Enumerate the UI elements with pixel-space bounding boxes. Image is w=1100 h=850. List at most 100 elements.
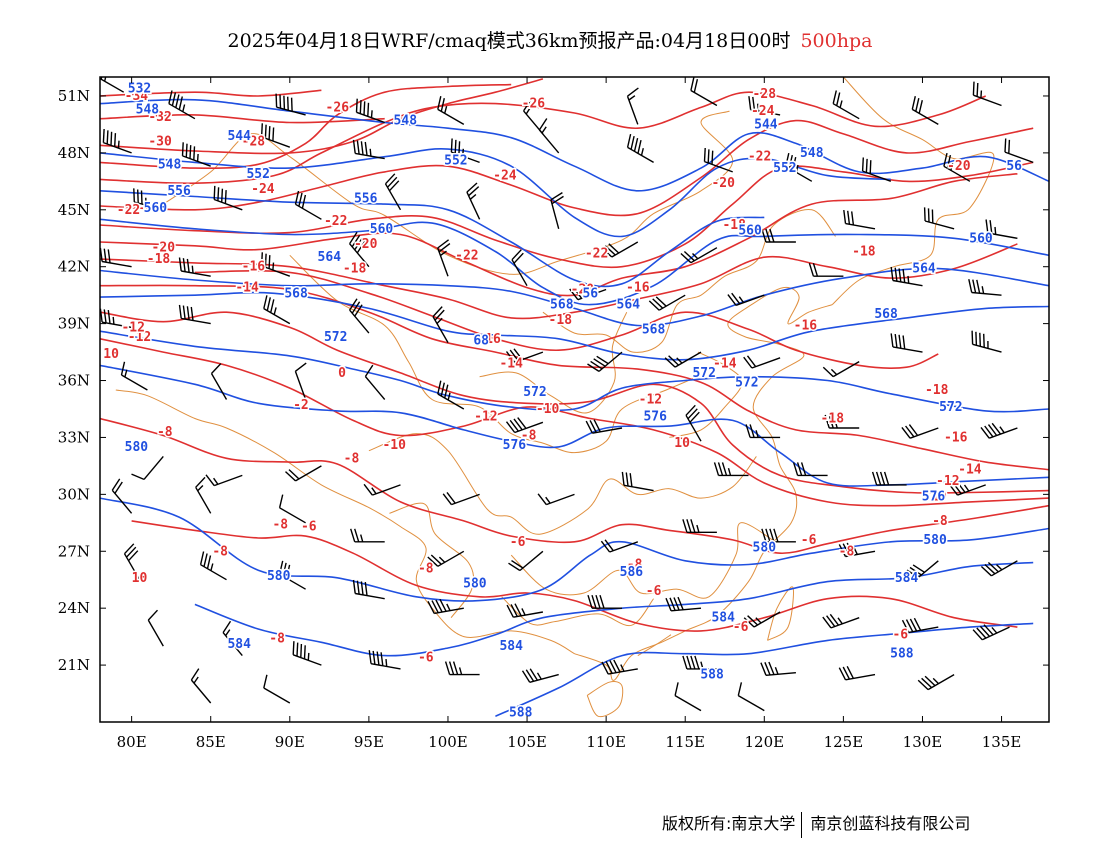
wind-barb (263, 295, 291, 325)
temperature-label: 10 (132, 571, 148, 586)
temperature-label: -8 (521, 429, 537, 444)
height-label: 556 (167, 184, 191, 199)
temperature-label: -20 (571, 283, 595, 298)
height-label: 572 (523, 385, 546, 400)
wind-barb (682, 519, 717, 533)
wind-barb (205, 474, 243, 487)
temperature-contour (100, 119, 1034, 217)
wind-barb (972, 81, 1002, 107)
wind-barb (349, 298, 370, 334)
wind-barb (550, 192, 564, 229)
height-label: 548 (158, 157, 182, 172)
boundary-line (669, 351, 743, 438)
wind-barb (824, 414, 860, 429)
lat-tick-label: 24N (58, 599, 90, 617)
temperature-contour (100, 114, 385, 124)
temperature-contour (100, 83, 512, 170)
wind-barb (890, 333, 923, 353)
boundary-line (163, 110, 734, 275)
height-label: 572 (939, 400, 962, 415)
height-label: 548 (136, 102, 160, 117)
footer-separator (801, 811, 803, 838)
wind-barb (363, 483, 401, 496)
wind-barb (213, 185, 243, 211)
boundary-line (542, 209, 836, 353)
temperature-label: -16 (242, 260, 266, 275)
lon-tick-label: 100E (428, 733, 468, 751)
wind-barb (901, 424, 939, 439)
temperature-label: -34 (125, 89, 149, 104)
wind-barb (727, 292, 765, 307)
lon-tick-label: 130E (903, 733, 943, 751)
wind-barb (278, 494, 306, 524)
lon-tick-label: 110E (586, 733, 626, 751)
wind-barb (745, 424, 781, 439)
wind-barb (133, 188, 164, 211)
temperature-label: -18 (722, 218, 746, 233)
temperature-label: -26 (326, 100, 350, 115)
wind-barb (190, 668, 212, 704)
temperature-label: -12 (121, 320, 144, 335)
wind-barb (838, 665, 876, 681)
boundary-line (767, 586, 794, 641)
temperature-label: -6 (646, 584, 662, 599)
height-label: 560 (370, 222, 394, 237)
height-label: 576 (922, 489, 946, 504)
height-label: 588 (700, 668, 724, 683)
lon-tick-label: 85E (196, 733, 226, 751)
temperature-label: -8 (272, 518, 288, 533)
temperature-contour (100, 338, 1049, 507)
height-label: 584 (227, 637, 251, 652)
wind-barb (664, 351, 702, 368)
height-contour (100, 497, 1049, 602)
wind-barb (100, 247, 132, 268)
wind-barb (703, 147, 733, 173)
boundary-line (510, 522, 776, 599)
wind-barb (505, 348, 544, 363)
temperature-label: -6 (418, 651, 434, 666)
temperature-contours (100, 78, 1049, 632)
wind-barb (948, 481, 986, 496)
wind-barb (538, 118, 560, 154)
height-label: 588 (890, 647, 914, 662)
height-contour (100, 291, 1049, 361)
height-contour (100, 364, 1049, 487)
wind-barb (350, 528, 385, 543)
wind-barb (102, 128, 132, 154)
wind-barb (682, 655, 717, 670)
wind-barb (292, 641, 322, 666)
wind-barb (260, 252, 291, 277)
wind-barb (352, 139, 385, 160)
footer: 版权所有:南京大学 南京创蓝科技有限公司 (662, 810, 970, 838)
height-label: 576 (503, 438, 527, 453)
temperature-label: -18 (925, 383, 949, 398)
height-label: 584 (895, 571, 919, 586)
temperature-label: -14 (958, 463, 982, 478)
province-boundaries (115, 77, 995, 718)
temperature-label: -6 (510, 535, 526, 550)
wind-barb (587, 351, 623, 372)
height-label: 544 (754, 117, 778, 132)
boundary-line (831, 77, 995, 305)
wind-barb (511, 249, 528, 287)
wind-barb (985, 219, 1018, 239)
geopotential-height-contours (100, 98, 1049, 718)
temperature-label: -12 (474, 410, 497, 425)
temperature-label: -18 (852, 245, 876, 260)
height-labels: 548 544 548 544 548 532 548 552 552 552 56 556 556 56… (123, 80, 1024, 722)
wind-barb (442, 491, 480, 506)
wind-barb (748, 96, 781, 116)
temperature-label: -30 (148, 135, 172, 150)
temperature-label: -8 (269, 632, 285, 647)
temperature-label: -32 (148, 110, 171, 125)
height-label: 568 (642, 322, 666, 337)
height-label: 584 (711, 611, 735, 626)
temperature-label: -22 (117, 203, 140, 218)
wind-barb (761, 528, 796, 543)
temperature-label: -22 (324, 214, 347, 229)
wind-barb (294, 362, 307, 400)
temperature-label: -6 (733, 620, 749, 635)
temperature-label: -12 (639, 393, 662, 408)
temperature-label: -8 (932, 514, 948, 529)
wind-barb (427, 550, 465, 567)
